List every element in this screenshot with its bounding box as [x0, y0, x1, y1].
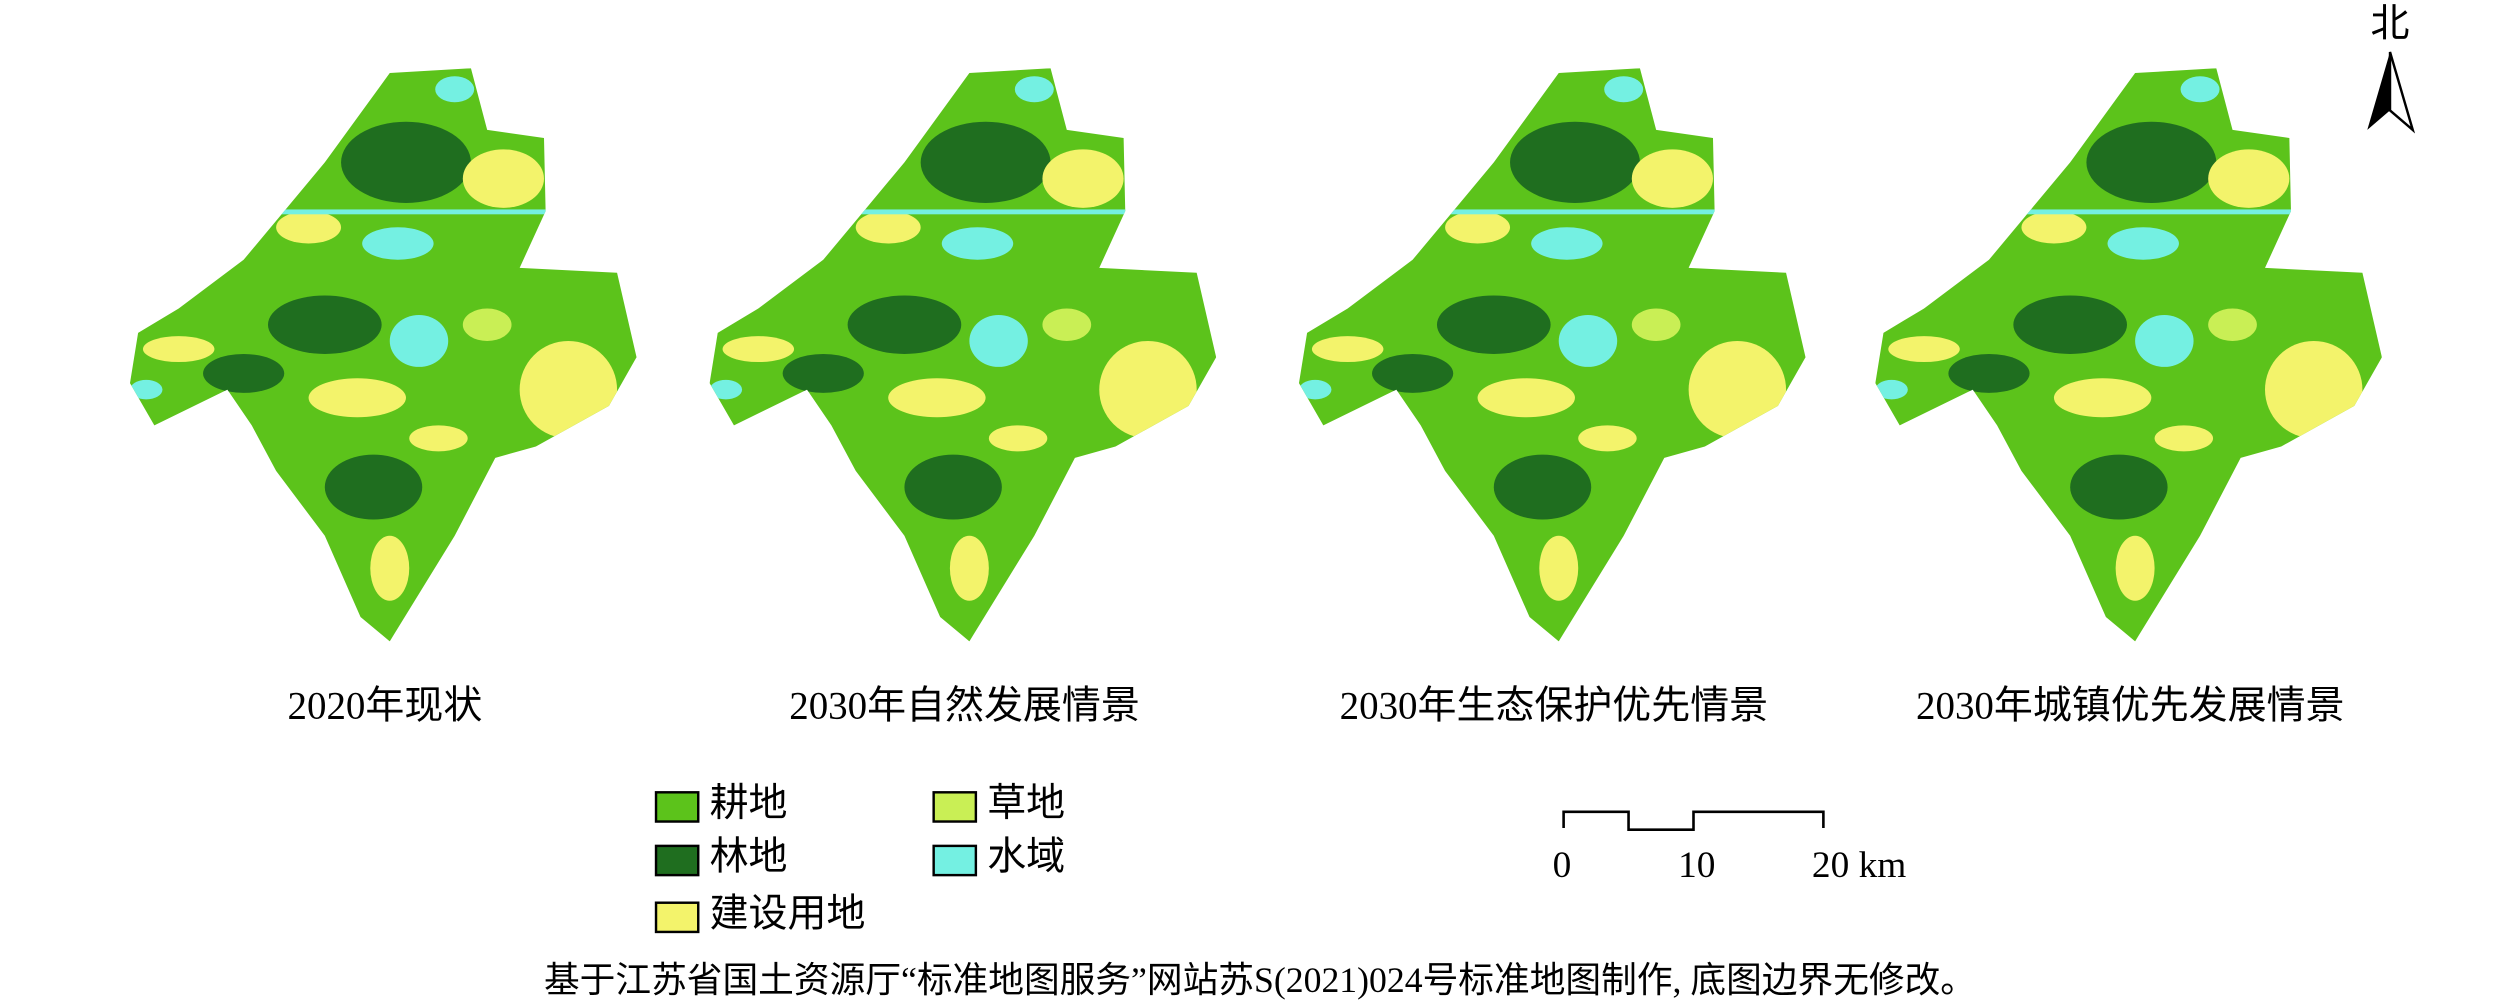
legend-swatch [932, 791, 978, 823]
north-arrow [2388, 51, 2416, 134]
legend-swatch [654, 901, 700, 934]
legend-label: 耕地 [710, 782, 788, 825]
map-caption: 2030年自然发展情景 [789, 684, 1140, 727]
legend-label: 水域 [987, 835, 1065, 878]
land-use-map: 2030年生态保护优先情景 [1283, 65, 1819, 727]
legend-label: 草地 [987, 782, 1065, 825]
scale-bar [1562, 810, 1825, 831]
legend-label: 建设用地 [710, 892, 866, 935]
north-arrow [2367, 51, 2391, 130]
maps: 2020年现状 2030年自然发展情景 2030年生态保护优先情景 2030年城镇优先… [114, 65, 2395, 727]
north-label: 北 [2371, 3, 2410, 46]
land-use-map: 2030年城镇优先发展情景 [1859, 65, 2395, 727]
scale-label: 0 [1553, 845, 1572, 886]
map-caption: 2030年生态保护优先情景 [1340, 684, 1768, 727]
legend-swatch [654, 844, 700, 877]
scale-label: 20 km [1812, 845, 1906, 886]
map-caption: 2020年现状 [288, 684, 483, 727]
land-use-map: 2020年现状 [114, 65, 650, 727]
legend-swatch [654, 791, 700, 823]
legend-label: 林地 [710, 835, 788, 878]
land-use-map: 2030年自然发展情景 [693, 65, 1229, 727]
scale-label: 10 [1678, 845, 1715, 886]
map-caption: 2030年城镇优先发展情景 [1916, 684, 2344, 727]
source-note: 基于江苏省国土资源厅“标准地图服务”网站苏S(2021)024号标准地图制作, … [544, 960, 1976, 1000]
legend-swatch [932, 844, 978, 877]
